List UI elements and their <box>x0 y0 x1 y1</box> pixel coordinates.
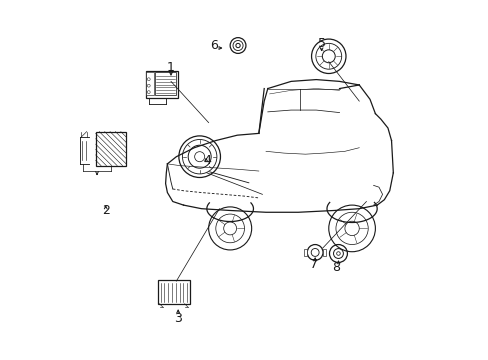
Text: 4: 4 <box>203 154 210 167</box>
Text: 2: 2 <box>102 204 110 217</box>
Bar <box>155 72 176 95</box>
Bar <box>146 72 154 95</box>
Bar <box>304 249 306 256</box>
Bar <box>158 280 190 304</box>
Text: 7: 7 <box>310 258 318 271</box>
Text: 8: 8 <box>331 261 339 274</box>
Text: 6: 6 <box>210 39 218 52</box>
Text: 1: 1 <box>167 60 175 73</box>
Bar <box>96 132 126 166</box>
Bar <box>323 249 325 256</box>
Bar <box>145 71 178 98</box>
Text: 5: 5 <box>317 37 325 50</box>
Text: 3: 3 <box>174 311 182 325</box>
